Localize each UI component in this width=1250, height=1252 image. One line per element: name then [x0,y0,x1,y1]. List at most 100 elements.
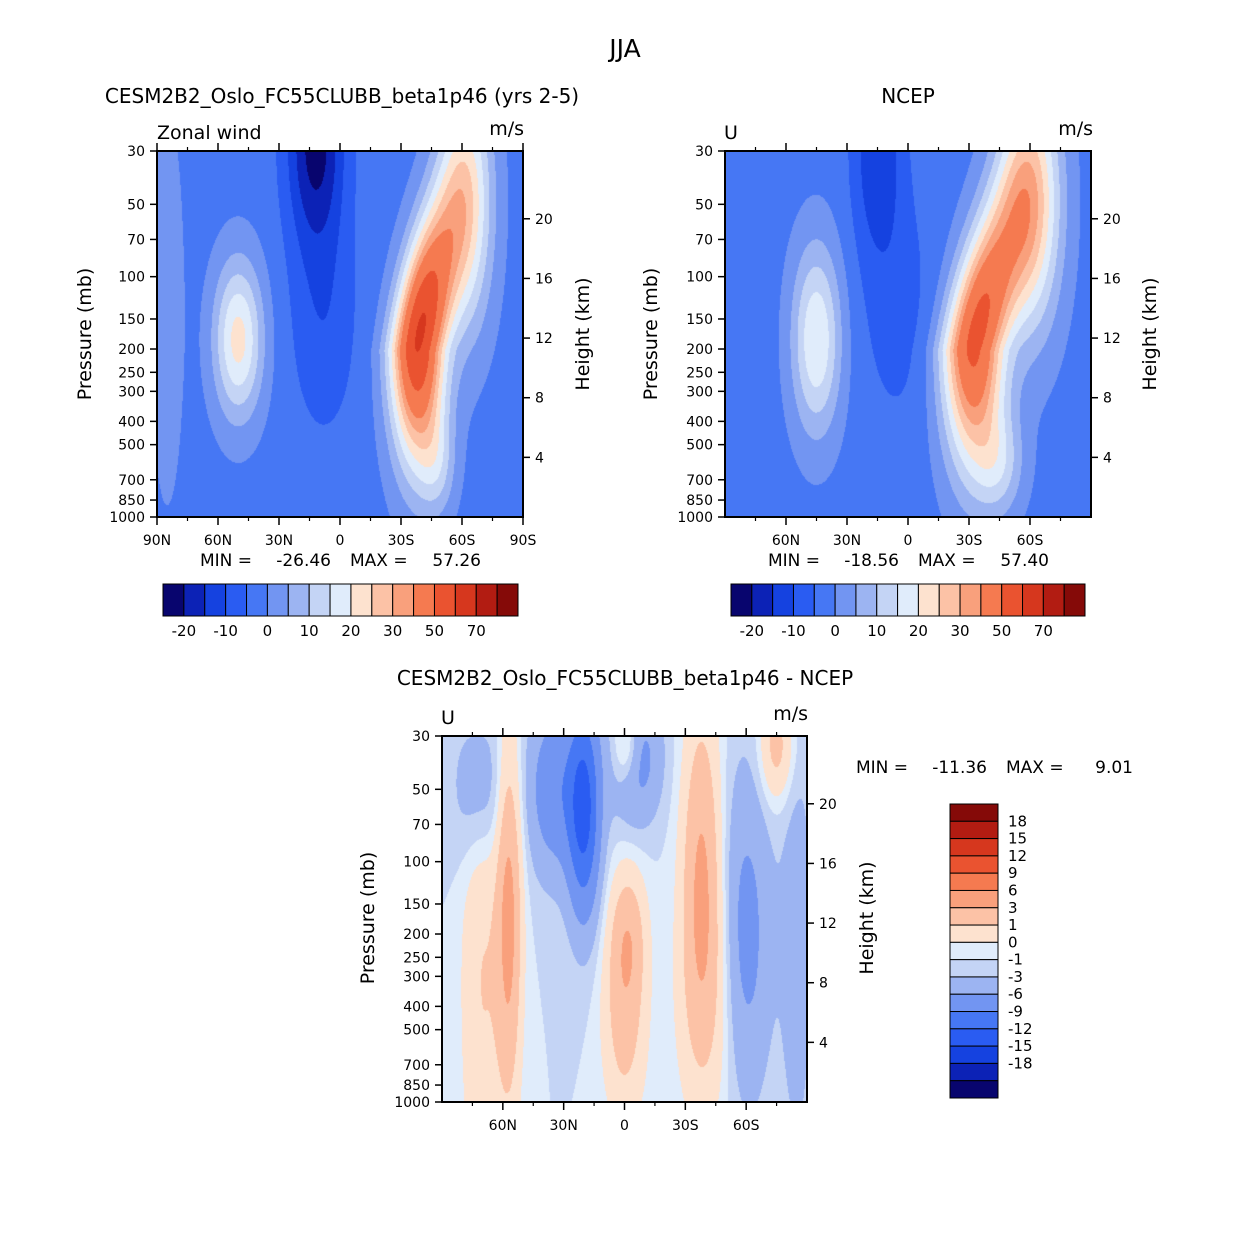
difference-colorbar-box [949,872,999,891]
difference-title: CESM2B2_Oslo_FC55CLUBB_beta1p46 - NCEP [397,666,853,690]
difference-pressure-tick-label: 400 [403,999,430,1015]
ncep-colorbar: -20 -10 0 10 20 30 50 70 [730,583,1086,640]
model-pressure-tick-label: 1000 [109,510,145,526]
ncep-colorbar-box [792,583,815,617]
difference-pressure-tick-label: 300 [403,969,430,985]
model-colorbar-box [371,583,394,617]
ncep-lat-tick-label: 0 [904,533,913,549]
model-colorbar-box [308,583,331,617]
difference-colorbar-label: -18 [1008,1054,1033,1072]
difference-colorbar-label: 9 [1008,864,1018,882]
model-pressure-tick-label: 300 [118,384,145,400]
model-colorbar-label: 30 [383,622,402,640]
model-colorbar-box [350,583,373,617]
model-contour-fill [157,151,523,517]
model-height-tick-label: 8 [535,391,544,407]
difference-contour-fill [442,736,807,1102]
model-title: CESM2B2_Oslo_FC55CLUBB_beta1p46 (yrs 2-5… [105,84,579,108]
ncep-colorbar-box [897,583,919,617]
difference-height-tick-label: 8 [819,976,828,992]
ncep-colorbar-box [1063,583,1086,617]
difference-min-value: -11.36 [932,758,987,778]
difference-pressure-tick-label: 850 [403,1078,430,1094]
ncep-lat-tick-label: 30N [833,533,861,549]
difference-pressure-tick-label: 70 [412,817,430,833]
model-height-tick-label: 4 [535,450,544,466]
ncep-colorbar-label: 50 [992,622,1011,640]
ncep-colorbar-label: -10 [781,622,806,640]
difference-height-tick-label: 16 [819,856,837,872]
difference-pressure-tick-label: 150 [403,897,430,913]
ncep-height-tick-label: 20 [1103,212,1121,228]
ncep-title: NCEP [881,84,935,108]
difference-height-tick-label: 12 [819,916,837,932]
difference-lat-tick-label: 60N [489,1118,517,1134]
difference-colorbar-box [949,1028,999,1047]
difference-pressure-tick-label: 500 [403,1023,430,1039]
model-colorbar-label: -10 [213,622,238,640]
ncep-pressure-tick-label: 300 [686,384,713,400]
model-pressure-tick-label: 30 [127,144,145,160]
model-pressure-tick-label: 500 [118,438,145,454]
difference-colorbar-label: -1 [1008,951,1023,969]
model-colorbar-box [329,583,352,617]
ncep-colorbar-box [980,583,1003,617]
difference-pressure-tick-label: 250 [403,950,430,966]
difference-colorbar-box [949,924,999,943]
ncep-colorbar-box [959,583,982,617]
ncep-pressure-tick-label: 100 [686,270,713,286]
model-min-label: MIN = [200,551,252,571]
model-colorbar-label: 70 [467,622,486,640]
ncep-y-axis-label: Pressure (mb) [640,268,662,401]
ncep-pressure-tick-label: 1000 [677,510,713,526]
difference-pressure-tick-label: 1000 [394,1095,430,1111]
ncep-colorbar-box [917,583,940,617]
model-colorbar-label: 10 [300,622,319,640]
ncep-panel: NCEP U m/s 30507010015020025030040050070… [640,84,1161,640]
ncep-colorbar-box [1022,583,1044,617]
ncep-pressure-tick-label: 400 [686,414,713,430]
model-colorbar-box [475,583,498,617]
model-min-value: -26.46 [276,551,331,571]
model-pressure-tick-label: 150 [118,312,145,328]
ncep-units-label: m/s [1058,118,1093,140]
difference-colorbar-box [949,1080,999,1099]
model-colorbar-box [392,583,415,617]
difference-colorbar-label: 1 [1008,916,1018,934]
model-panel: CESM2B2_Oslo_FC55CLUBB_beta1p46 (yrs 2-5… [74,84,594,640]
difference-colorbar-box [949,855,999,874]
difference-colorbar-box [949,993,999,1013]
model-colorbar-label: -20 [172,622,197,640]
ncep-colorbar-box [751,583,774,617]
difference-colorbar-box [949,838,999,857]
difference-colorbar-label: -15 [1008,1037,1033,1055]
ncep-pressure-tick-label: 70 [695,232,713,248]
model-colorbar-box [162,583,185,617]
difference-height-tick-label: 20 [819,797,837,813]
model-colorbar-box [246,583,268,617]
model-max-value: 57.26 [432,551,481,571]
model-pressure-tick-label: 700 [118,473,145,489]
model-y-axis-label: Pressure (mb) [74,268,96,401]
difference-pressure-tick-label: 200 [403,927,430,943]
difference-colorbar-label: -3 [1008,968,1023,986]
ncep-height-tick-label: 4 [1103,450,1112,466]
difference-lat-tick-label: 60S [733,1118,760,1134]
model-colorbar-label: 0 [263,622,273,640]
difference-colorbar-label: 15 [1008,830,1027,848]
model-colorbar-label: 50 [425,622,444,640]
model-colorbar-label: 20 [341,622,360,640]
ncep-colorbar-box [938,583,961,617]
model-max-label: MAX = [350,551,408,571]
difference-colorbar-label: 12 [1008,847,1027,865]
ncep-colorbar-box [813,583,836,617]
ncep-colorbar-box [730,583,753,617]
difference-y-axis-label: Pressure (mb) [357,852,379,985]
ncep-lat-tick-label: 30S [956,533,983,549]
difference-panel: CESM2B2_Oslo_FC55CLUBB_beta1p46 - NCEP U… [357,666,1133,1134]
model-height-tick-label: 20 [535,212,553,228]
